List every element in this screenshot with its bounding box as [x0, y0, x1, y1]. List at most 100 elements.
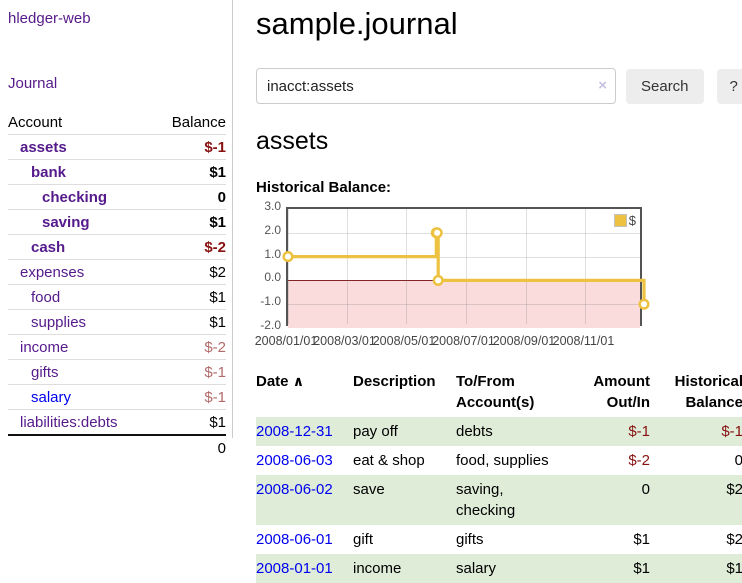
transaction-description: income: [353, 560, 402, 577]
x-axis-tick-label: 2008/07/01: [432, 334, 495, 348]
sidebar: hledger-web Journal Account Balance asse…: [0, 0, 240, 582]
transaction-accounts: saving, checking: [456, 481, 516, 519]
clear-search-icon[interactable]: ×: [598, 77, 607, 94]
transaction-row: 2008-06-03 eat & shop food, supplies $-2…: [256, 446, 742, 475]
account-link-saving[interactable]: saving: [42, 214, 90, 231]
account-link-liabilities-debts[interactable]: liabilities:debts: [20, 414, 118, 431]
transaction-balance: $2: [726, 531, 742, 548]
account-row-expenses: expenses $2: [8, 259, 226, 285]
account-row-supplies: supplies $1: [8, 309, 226, 335]
y-axis-tick-label: -1.0: [260, 294, 281, 309]
column-header-accounts[interactable]: To/From Account(s): [456, 373, 535, 411]
transaction-date-link[interactable]: 2008-06-02: [256, 481, 333, 498]
page-title: sample.journal: [256, 6, 458, 41]
brand-link[interactable]: hledger-web: [8, 10, 91, 27]
account-balance: $1: [209, 314, 226, 331]
account-row-bank: bank $1: [8, 159, 226, 185]
y-axis-tick-label: 3.0: [264, 199, 281, 213]
x-axis-tick-label: 2008/01/01: [254, 334, 318, 348]
x-axis-tick-label: 2008/05/01: [372, 334, 436, 348]
data-point[interactable]: [282, 251, 294, 263]
transaction-date-link[interactable]: 2008-12-31: [256, 423, 333, 440]
transaction-row: 2008-12-31 pay off debts $-1 $-1: [256, 417, 742, 446]
sidebar-item-journal[interactable]: Journal: [8, 75, 58, 92]
transaction-accounts: salary: [456, 560, 497, 577]
transaction-row: 2008-06-01 gift gifts $1 $2: [256, 525, 742, 554]
search-bar: × Search ?: [256, 68, 742, 104]
x-axis-tick-label: 2008/03/01: [313, 334, 376, 348]
accounts-header-balance: Balance: [171, 114, 226, 131]
transaction-accounts: debts: [456, 423, 493, 440]
register-header-row: Date ∧ Description To/From Account(s) Am…: [256, 367, 742, 417]
x-axis-tick-label: 2008/11/01: [552, 334, 615, 348]
transaction-amount: $1: [633, 531, 650, 548]
chart-plot-area: $: [282, 207, 650, 328]
transaction-date-link[interactable]: 2008-06-01: [256, 531, 333, 548]
account-link-salary[interactable]: salary: [31, 389, 72, 406]
transaction-row: 2008-06-02 save saving, checking 0 $2: [256, 475, 742, 525]
account-link-supplies[interactable]: supplies: [31, 314, 87, 331]
gridline: [585, 209, 587, 324]
transaction-amount: $-1: [628, 423, 650, 440]
transaction-date-link[interactable]: 2008-01-01: [256, 560, 333, 577]
balance-line: [288, 231, 646, 305]
account-row-food: food $1: [8, 284, 226, 310]
chart-series-svg: [282, 227, 650, 310]
column-header-date[interactable]: Date ∧: [256, 373, 305, 390]
y-axis-tick-label: -2.0: [260, 318, 281, 332]
account-link-expenses[interactable]: expenses: [20, 264, 85, 281]
sort-asc-icon: ∧: [292, 373, 305, 389]
data-point[interactable]: [431, 227, 443, 239]
column-header-amount[interactable]: Amount Out/In: [593, 373, 650, 411]
gridline: [288, 232, 640, 234]
column-header-balance[interactable]: Historical Balance: [674, 373, 742, 411]
column-header-description[interactable]: Description: [353, 373, 436, 390]
account-row-income: income $-2: [8, 334, 226, 360]
x-axis-tick-label: 2008/09/01: [492, 334, 556, 348]
y-axis-tick-label: 1.0: [264, 246, 281, 261]
account-balance: $-1: [204, 364, 226, 381]
account-row-gifts: gifts $-1: [8, 359, 226, 385]
transaction-accounts: gifts: [456, 531, 484, 548]
accounts-total: 0: [217, 440, 226, 457]
gridline: [346, 209, 348, 324]
account-link-income[interactable]: income: [20, 339, 69, 356]
account-link-food[interactable]: food: [31, 289, 61, 306]
accounts-header-account: Account: [8, 114, 63, 131]
transaction-date-link[interactable]: 2008-06-03: [256, 452, 333, 469]
transaction-balance: 0: [734, 452, 742, 469]
account-link-cash[interactable]: cash: [31, 239, 66, 256]
account-link-assets[interactable]: assets: [20, 139, 67, 156]
transaction-amount: $-2: [628, 452, 650, 469]
y-axis-tick-label: 0.0: [264, 270, 281, 285]
transaction-balance: $-1: [721, 423, 742, 440]
transaction-description: pay off: [353, 423, 398, 440]
sidebar-divider: [232, 0, 233, 438]
data-point[interactable]: [432, 274, 444, 286]
data-point[interactable]: [638, 298, 650, 310]
search-input[interactable]: [256, 68, 616, 104]
account-balance: $1: [209, 414, 226, 431]
transaction-amount: $1: [633, 560, 650, 577]
chart-title: Historical Balance:: [256, 179, 392, 196]
account-row-saving: saving $1: [8, 209, 226, 235]
legend-label: $: [628, 213, 636, 228]
search-button[interactable]: Search: [626, 68, 704, 104]
account-balance: $-1: [204, 139, 226, 156]
legend-swatch-icon: [613, 214, 627, 227]
account-balance: 0: [217, 189, 226, 206]
gridline: [288, 256, 640, 258]
historical-balance-chart: $ 2008/01/01 2008/03/01 2008/05/01 2008/07/…: [254, 199, 742, 351]
account-link-checking[interactable]: checking: [42, 189, 108, 206]
help-button[interactable]: ?: [716, 68, 742, 104]
transaction-row: 2008-01-01 income salary $1 $1: [256, 554, 742, 583]
accounts-header-row: Account Balance: [8, 110, 226, 135]
gridline: [406, 209, 408, 324]
account-link-gifts[interactable]: gifts: [31, 364, 59, 381]
account-balance: $1: [209, 289, 226, 306]
gridline: [465, 209, 467, 324]
account-balance: $-2: [204, 239, 226, 256]
account-link-bank[interactable]: bank: [31, 164, 67, 181]
chart-legend: $: [613, 213, 636, 228]
